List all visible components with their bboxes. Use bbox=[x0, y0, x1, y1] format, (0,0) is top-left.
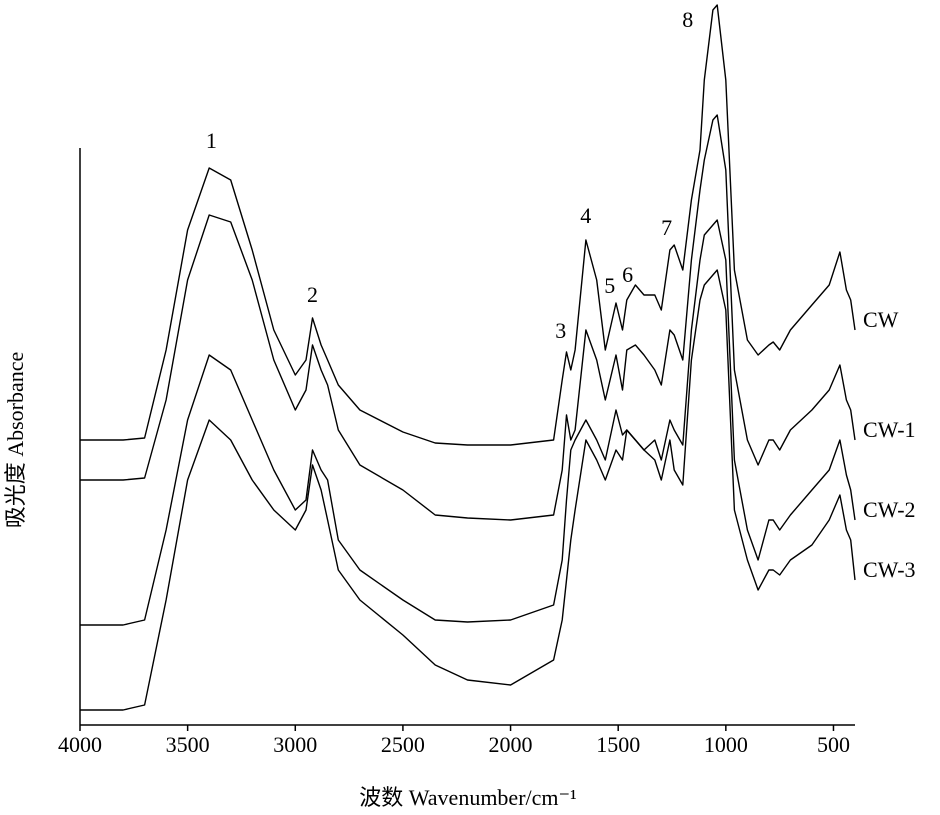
series-label: CW bbox=[863, 307, 899, 332]
x-tick-label: 4000 bbox=[58, 732, 102, 757]
x-tick-label: 1000 bbox=[704, 732, 748, 757]
series-label: CW-3 bbox=[863, 557, 916, 582]
series-label: CW-1 bbox=[863, 417, 916, 442]
peak-label: 4 bbox=[580, 203, 591, 228]
peak-label: 8 bbox=[682, 7, 693, 32]
series-label: CW-2 bbox=[863, 497, 916, 522]
peak-label: 5 bbox=[604, 273, 615, 298]
x-tick-label: 2000 bbox=[489, 732, 533, 757]
x-tick-label: 3000 bbox=[273, 732, 317, 757]
peak-label: 6 bbox=[622, 262, 633, 287]
x-tick-label: 2500 bbox=[381, 732, 425, 757]
spectrum-line bbox=[80, 114, 856, 521]
peak-label: 3 bbox=[555, 318, 566, 343]
peak-label: 1 bbox=[206, 128, 217, 153]
x-axis-label: 波数 Wavenumber/cm⁻¹ bbox=[359, 785, 576, 810]
spectrum-line bbox=[80, 219, 856, 626]
y-axis-label: 吸光度 Absorbance bbox=[3, 352, 28, 529]
spectrum-line bbox=[80, 4, 856, 446]
peak-label: 7 bbox=[661, 215, 672, 240]
x-tick-label: 500 bbox=[817, 732, 850, 757]
spectrum-line bbox=[80, 269, 856, 711]
x-tick-label: 3500 bbox=[166, 732, 210, 757]
peak-label: 2 bbox=[307, 282, 318, 307]
x-tick-label: 1500 bbox=[596, 732, 640, 757]
